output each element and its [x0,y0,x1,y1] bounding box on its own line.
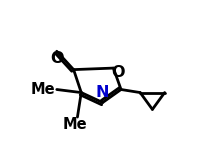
Text: O: O [111,65,125,80]
Text: Me: Me [63,117,88,132]
Text: O: O [50,51,63,66]
Text: N: N [96,85,109,100]
Text: Me: Me [31,82,55,97]
